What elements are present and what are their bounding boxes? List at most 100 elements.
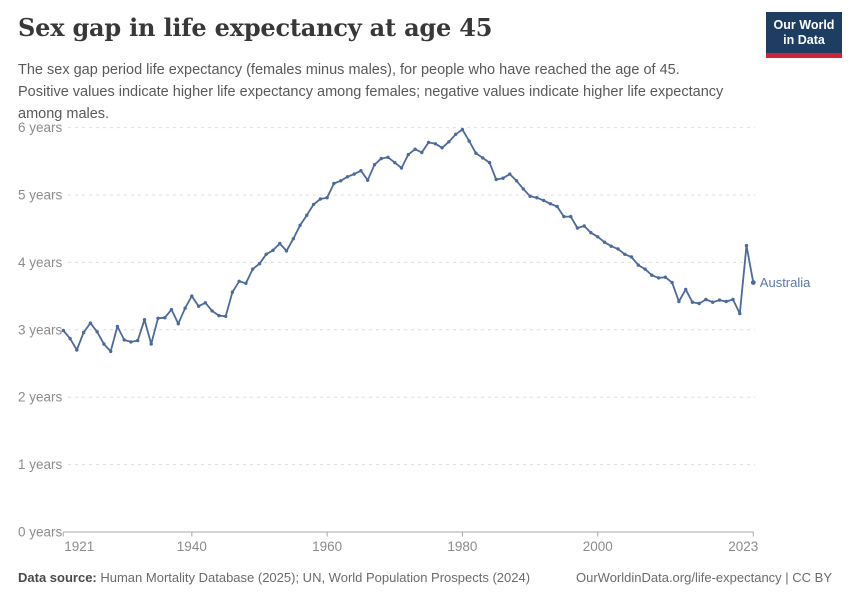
- data-point[interactable]: [102, 342, 106, 346]
- data-point[interactable]: [109, 349, 113, 354]
- data-point[interactable]: [318, 197, 323, 201]
- data-point[interactable]: [210, 309, 214, 313]
- data-point[interactable]: [345, 175, 350, 179]
- data-point[interactable]: [142, 318, 147, 322]
- data-point[interactable]: [413, 147, 417, 151]
- data-point[interactable]: [426, 140, 431, 145]
- data-point[interactable]: [704, 297, 708, 302]
- data-point[interactable]: [535, 196, 539, 200]
- data-point[interactable]: [711, 300, 715, 304]
- data-point[interactable]: [129, 340, 133, 344]
- data-point[interactable]: [169, 307, 174, 312]
- data-point[interactable]: [271, 248, 275, 252]
- data-point[interactable]: [352, 172, 356, 176]
- data-point[interactable]: [562, 214, 566, 219]
- data-point[interactable]: [744, 243, 749, 248]
- data-point[interactable]: [203, 301, 208, 305]
- series-end-label-australia[interactable]: Australia: [760, 275, 811, 290]
- data-point[interactable]: [190, 294, 194, 298]
- data-point[interactable]: [677, 299, 681, 304]
- data-point[interactable]: [136, 338, 140, 343]
- data-point[interactable]: [88, 321, 93, 325]
- data-point[interactable]: [264, 252, 268, 256]
- data-point[interactable]: [224, 314, 228, 318]
- data-point[interactable]: [589, 231, 593, 235]
- data-point[interactable]: [305, 213, 309, 217]
- data-point[interactable]: [521, 187, 525, 191]
- data-point[interactable]: [149, 342, 153, 346]
- data-point[interactable]: [514, 179, 519, 183]
- data-point[interactable]: [257, 262, 262, 266]
- data-point[interactable]: [406, 152, 410, 157]
- data-point[interactable]: [196, 304, 201, 308]
- data-point[interactable]: [311, 202, 316, 207]
- data-point[interactable]: [251, 267, 255, 271]
- data-point[interactable]: [359, 169, 363, 173]
- data-point[interactable]: [454, 132, 458, 136]
- data-point[interactable]: [548, 202, 553, 206]
- data-point[interactable]: [291, 237, 295, 241]
- data-point[interactable]: [467, 139, 471, 143]
- data-point[interactable]: [569, 214, 573, 219]
- data-point[interactable]: [278, 241, 282, 246]
- data-point[interactable]: [68, 336, 72, 341]
- data-point[interactable]: [237, 279, 241, 283]
- data-point[interactable]: [366, 178, 370, 182]
- data-point[interactable]: [650, 273, 654, 277]
- data-point[interactable]: [122, 338, 126, 342]
- data-point[interactable]: [697, 301, 701, 306]
- data-point[interactable]: [339, 179, 343, 183]
- data-point[interactable]: [481, 156, 485, 160]
- data-point[interactable]: [609, 244, 613, 248]
- data-point[interactable]: [643, 267, 647, 271]
- data-point[interactable]: [724, 299, 728, 304]
- data-point[interactable]: [494, 177, 498, 182]
- data-point[interactable]: [386, 155, 390, 159]
- data-point[interactable]: [163, 316, 167, 320]
- data-point[interactable]: [656, 276, 661, 280]
- data-point[interactable]: [61, 328, 65, 333]
- owid-logo[interactable]: Our World in Data: [766, 12, 842, 58]
- data-point[interactable]: [81, 330, 86, 335]
- data-point[interactable]: [332, 181, 336, 186]
- data-point[interactable]: [379, 156, 383, 161]
- data-point[interactable]: [284, 249, 289, 253]
- data-point[interactable]: [75, 348, 79, 352]
- data-point[interactable]: [636, 263, 640, 267]
- data-point[interactable]: [596, 235, 600, 239]
- data-point[interactable]: [738, 311, 742, 316]
- data-point[interactable]: [420, 150, 424, 155]
- data-point[interactable]: [663, 275, 668, 279]
- data-point[interactable]: [717, 298, 722, 302]
- data-point[interactable]: [399, 166, 404, 170]
- attribution[interactable]: OurWorldinData.org/life-expectancy | CC …: [575, 570, 832, 585]
- data-point[interactable]: [731, 297, 735, 302]
- data-point[interactable]: [372, 163, 377, 167]
- data-point[interactable]: [487, 160, 492, 165]
- data-point[interactable]: [750, 280, 756, 285]
- data-point[interactable]: [508, 172, 512, 176]
- data-point[interactable]: [298, 223, 302, 227]
- data-point[interactable]: [95, 330, 99, 334]
- data-point[interactable]: [156, 316, 160, 320]
- data-point[interactable]: [230, 290, 235, 294]
- data-point[interactable]: [393, 160, 397, 165]
- data-point[interactable]: [176, 322, 180, 326]
- data-point[interactable]: [433, 142, 438, 146]
- data-point[interactable]: [555, 204, 559, 209]
- data-point[interactable]: [684, 287, 688, 292]
- data-point[interactable]: [460, 127, 465, 132]
- data-point[interactable]: [244, 281, 248, 285]
- data-point[interactable]: [528, 194, 532, 198]
- data-point[interactable]: [575, 226, 580, 230]
- data-point[interactable]: [541, 198, 546, 203]
- data-point[interactable]: [582, 224, 586, 228]
- data-point[interactable]: [602, 240, 607, 244]
- data-point[interactable]: [670, 280, 674, 285]
- data-point[interactable]: [616, 247, 620, 251]
- data-point[interactable]: [501, 176, 505, 180]
- data-point[interactable]: [115, 324, 120, 329]
- series-line-australia[interactable]: [62, 128, 755, 353]
- data-point[interactable]: [690, 300, 695, 304]
